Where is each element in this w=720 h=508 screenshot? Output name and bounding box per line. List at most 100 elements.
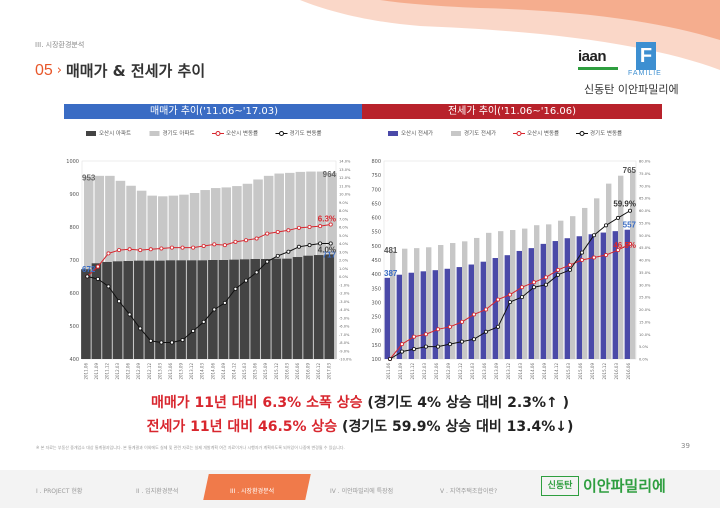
line-point <box>201 319 206 324</box>
bar <box>414 248 420 359</box>
bar <box>444 268 450 359</box>
bar <box>282 258 292 359</box>
line-point <box>567 262 572 267</box>
x-tick-label: 2014.12 <box>554 363 559 380</box>
line-point <box>95 276 100 281</box>
left-tick-label: 400 <box>371 272 381 278</box>
bar <box>176 260 186 359</box>
line-point <box>159 246 164 251</box>
right-tick-label: 0.0% <box>639 358 649 362</box>
data-label: 672 <box>82 265 96 274</box>
bar <box>408 272 414 359</box>
bar <box>588 234 594 359</box>
x-tick-label: 2013.12 <box>189 363 194 380</box>
x-tick-label: 2012.03 <box>115 363 120 380</box>
bar <box>486 232 492 359</box>
footer-nav-features[interactable]: IV . 이안파밀리에 특장점 <box>330 488 394 495</box>
footer-logo-box: 신동탄 <box>541 476 579 496</box>
x-tick-label: 2012.09 <box>446 363 451 380</box>
left-tick-label: 650 <box>371 201 381 207</box>
legend-marker <box>516 131 522 136</box>
left-tick-label: 500 <box>69 324 79 330</box>
footer-nav-housing[interactable]: V . 지역주택조합이란? <box>440 488 498 495</box>
x-tick-label: 2013.03 <box>470 363 475 380</box>
bar <box>558 220 564 359</box>
x-tick-label: 2017.03 <box>327 363 332 380</box>
bar <box>250 259 260 359</box>
x-tick-label: 2015.09 <box>590 363 595 380</box>
logo-wordmark: iaan <box>578 48 607 65</box>
logo-f-badge-icon: F <box>636 42 656 70</box>
line-point <box>191 328 196 333</box>
x-tick-label: 2012.03 <box>422 363 427 380</box>
right-tick-label: -4.0% <box>339 308 350 312</box>
bar <box>218 260 229 359</box>
line-point <box>555 267 560 272</box>
right-tick-label: -10.0% <box>339 358 352 362</box>
right-tick-label: -9.0% <box>339 349 350 353</box>
bar <box>292 257 303 359</box>
left-tick-label: 750 <box>371 173 381 179</box>
bar <box>384 277 390 359</box>
bar <box>456 267 462 359</box>
x-tick-label: 2012.12 <box>458 363 463 380</box>
footer-nav-market[interactable]: III . 시장환경분석 <box>230 488 275 495</box>
legend-label: 경기도 전세가 <box>464 129 496 137</box>
line-point <box>265 231 270 236</box>
bar <box>546 224 552 359</box>
bar <box>197 260 208 359</box>
bar <box>112 261 123 359</box>
footer-nav-location[interactable]: II . 입지환경분석 <box>136 488 179 495</box>
line-point <box>265 259 270 264</box>
jeonse-price-chart: 오산시 전세가 경기도 전세가 오산시 변동률 경기도 변동률 100 150 200 250… <box>371 129 651 380</box>
right-tick-label: 35.0% <box>639 271 651 275</box>
summary-sale-compare: (경기도 4% 상승 대비 2.3%↑ ) <box>362 395 569 411</box>
left-tick-label: 1000 <box>66 159 79 165</box>
summary-sale-main: 매매가 11년 대비 6.3% 소폭 상승 <box>150 395 363 411</box>
right-tick-label: 9.0% <box>339 201 349 205</box>
footer-logo-text: 이안파밀리에 <box>583 477 666 495</box>
right-tick-label: -5.0% <box>339 316 350 320</box>
line-point <box>275 229 280 234</box>
right-tick-label: 11.0% <box>339 184 351 188</box>
bar <box>534 225 540 359</box>
bar <box>564 238 570 359</box>
right-tick-label: 25.0% <box>639 296 651 300</box>
line-point <box>615 248 620 253</box>
bar <box>528 248 534 359</box>
title-text: 매매가 & 전세가 추이 <box>66 62 206 80</box>
bar <box>390 251 396 359</box>
data-label: 964 <box>323 170 337 179</box>
footer-nav-project[interactable]: I . PROJECT 현황 <box>36 488 83 495</box>
line-point <box>222 300 227 305</box>
legend-marker <box>215 131 221 136</box>
bar <box>402 248 408 359</box>
bar <box>91 263 102 359</box>
x-tick-label: 2015.03 <box>242 363 247 380</box>
legend-label: 오산시 아파트 <box>99 129 131 137</box>
line-point <box>159 340 164 345</box>
bar <box>624 229 630 359</box>
bar <box>81 269 91 359</box>
legend-swatch <box>149 131 160 136</box>
line-point <box>627 208 632 213</box>
bar <box>474 237 480 359</box>
x-tick-label: 2016.12 <box>316 363 321 380</box>
line-point <box>460 319 465 324</box>
line-point <box>286 228 291 233</box>
sale-chart-title: 매매가 추이('11.06~'17.03) <box>64 104 364 119</box>
right-tick-label: 7.0% <box>339 217 349 221</box>
line-point <box>180 245 185 250</box>
line-point <box>117 248 122 253</box>
line-point <box>531 280 536 285</box>
legend-swatch <box>388 131 398 136</box>
legend-label: 경기도 변동률 <box>590 129 622 137</box>
data-label: 59.9% <box>613 200 636 209</box>
bar <box>144 260 155 359</box>
line-point <box>448 342 453 347</box>
line-point <box>244 278 249 283</box>
left-tick-label: 250 <box>371 315 381 321</box>
data-label: 765 <box>623 166 637 175</box>
bar <box>186 260 197 359</box>
x-tick-label: 2011.06 <box>83 363 88 380</box>
